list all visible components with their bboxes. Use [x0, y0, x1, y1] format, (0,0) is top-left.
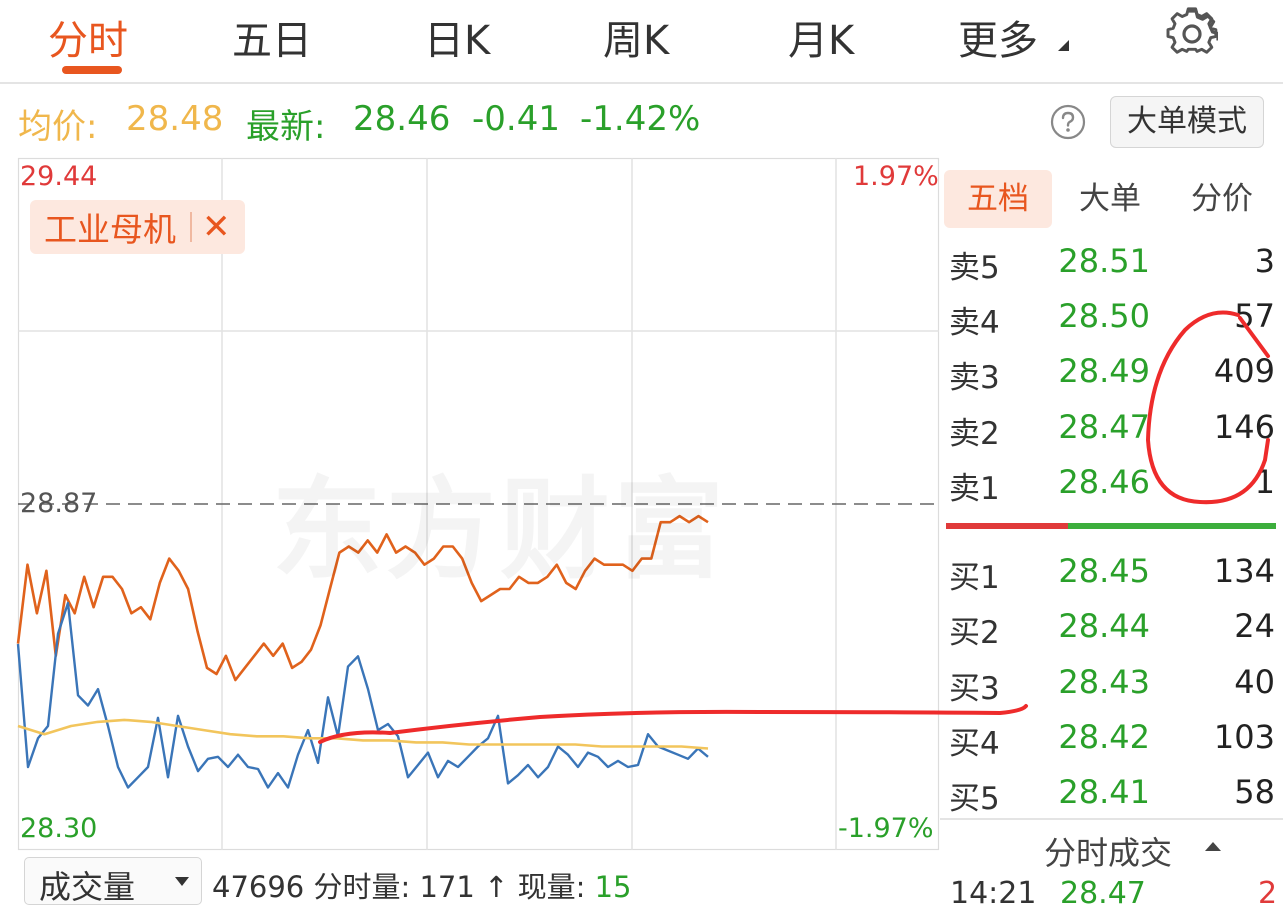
total-volume: 47696	[212, 870, 305, 904]
time-sales-header[interactable]: 分时成交	[940, 818, 1283, 878]
pct-high-label: 1.97%	[853, 161, 939, 192]
volume-series-line	[16, 601, 709, 789]
current-volume-value: 15	[594, 870, 632, 904]
volume-stats: 47696 分时量: 171 ↑ 现量: 15	[212, 864, 632, 906]
trade-price: 28.47	[1060, 876, 1146, 911]
pct-low-label: -1.97%	[838, 813, 934, 844]
minute-volume-value: 171	[419, 870, 475, 904]
volume-up-arrow: ↑	[484, 870, 509, 904]
minute-volume-label: 分时量:	[313, 870, 411, 904]
more-corner-arrow-icon	[1058, 40, 1069, 51]
gear-icon[interactable]	[1166, 7, 1218, 59]
tab-more[interactable]: 更多	[958, 18, 1038, 64]
caret-down-icon	[175, 877, 189, 886]
price-series-line	[16, 514, 709, 682]
period-tab-bar: 分时 五日 日K 周K 月K 更多	[0, 0, 1283, 84]
volume-average-line	[17, 718, 709, 750]
tab-weekly-k[interactable]: 周K	[603, 18, 670, 64]
price-low-label: 28.30	[20, 813, 98, 844]
avg-price-value: 28.48	[126, 99, 224, 139]
tab-five-levels[interactable]: 五档	[944, 170, 1052, 228]
watermark-logo: 东方财富	[272, 440, 728, 600]
tab-five-day[interactable]: 五日	[232, 18, 312, 64]
sector-tag-label: 工业母机	[44, 210, 176, 249]
price-change: -0.41	[472, 99, 560, 139]
order-book-panel: 五档 大单 分价 卖5 28.51 3 卖4 28.50 57 卖3 28.49…	[940, 158, 1283, 906]
price-high-label: 29.44	[20, 161, 98, 192]
tab-price-distribution[interactable]: 分价	[1191, 181, 1253, 217]
avg-price-label: 均价:	[18, 107, 98, 147]
buy-ratio-segment	[946, 523, 1068, 529]
reference-price-label: 28.87	[20, 488, 98, 519]
big-order-mode-button[interactable]: 大单模式	[1110, 96, 1264, 148]
sell-ratio-segment	[1068, 523, 1276, 529]
last-price-value: 28.46	[353, 99, 451, 139]
time-sales-title: 分时成交	[1044, 834, 1173, 872]
tab-daily-k[interactable]: 日K	[424, 18, 491, 64]
question-circle-icon[interactable]	[1050, 104, 1086, 140]
active-tab-indicator	[62, 66, 122, 74]
sector-tag[interactable]: 工业母机 ✕	[30, 200, 245, 254]
trade-volume: 2	[1258, 876, 1278, 911]
indicator-select-label: 成交量	[39, 868, 136, 906]
indicator-select[interactable]: 成交量	[24, 857, 202, 906]
tab-big-orders[interactable]: 大单	[1079, 181, 1141, 217]
buy-sell-ratio-bar	[946, 523, 1276, 529]
tag-separator	[190, 212, 192, 242]
current-volume-label: 现量:	[517, 870, 586, 904]
last-price-label: 最新:	[246, 107, 326, 147]
close-icon[interactable]: ✕	[202, 207, 231, 247]
tab-monthly-k[interactable]: 月K	[788, 18, 855, 64]
caret-up-icon	[1205, 842, 1221, 851]
trade-time: 14:21	[950, 876, 1037, 911]
tab-intraday[interactable]: 分时	[48, 18, 128, 64]
price-change-pct: -1.42%	[580, 99, 701, 139]
